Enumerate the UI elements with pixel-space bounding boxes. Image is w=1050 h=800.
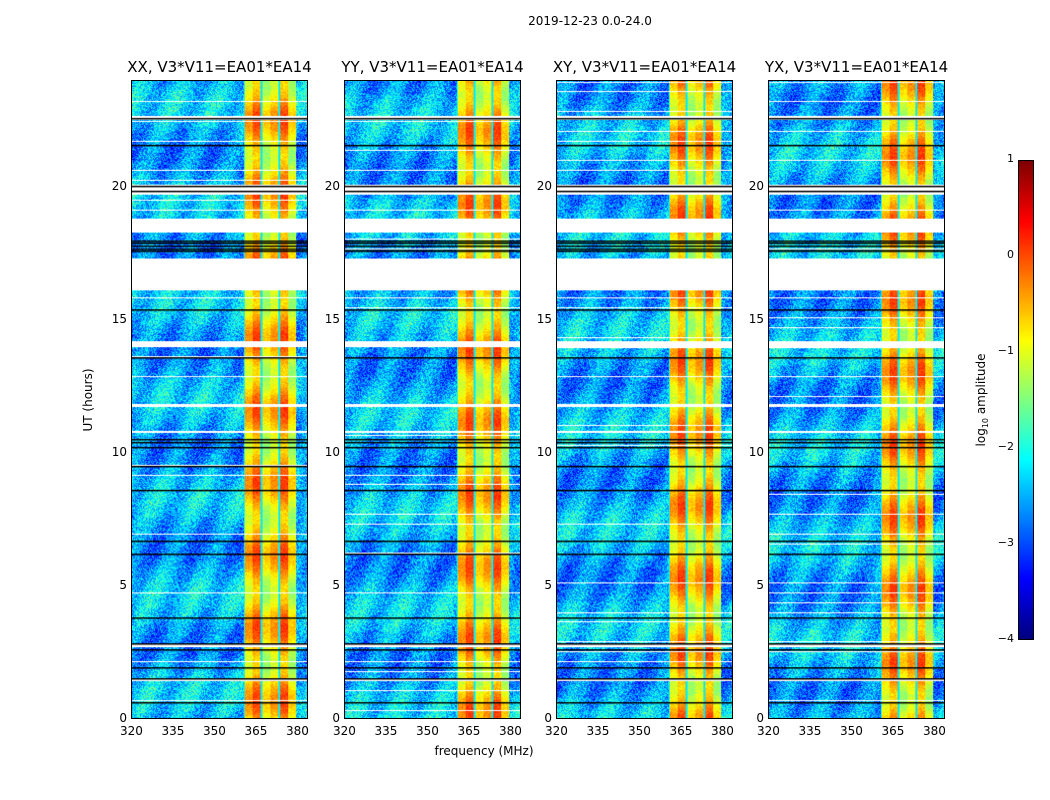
y-axis-label: UT (hours)	[81, 368, 95, 432]
x-tick-label: 320	[120, 724, 143, 738]
x-tick-label: 335	[161, 724, 185, 738]
y-tick-label: 5	[119, 577, 127, 592]
heatmap-panel-3	[768, 80, 945, 719]
colorbar-tick-label: 1	[1007, 152, 1014, 165]
colorbar-tick-label: −4	[997, 632, 1014, 645]
y-tick-label: 20	[111, 178, 127, 193]
x-tick-label: 350	[202, 724, 226, 738]
x-tick-label: 365	[244, 724, 268, 738]
x-tick-label: 350	[839, 724, 863, 738]
y-tick-label: 0	[119, 711, 127, 725]
x-tick-label: 335	[374, 724, 398, 738]
heatmap-image	[345, 81, 520, 718]
panel-title: XX, V3*V11=EA01*EA14	[127, 58, 312, 76]
y-tick-label: 15	[324, 311, 340, 326]
y-tick-label: 5	[332, 577, 340, 592]
heatmap-panel-1	[344, 80, 521, 719]
colorbar-tick-label: −2	[997, 440, 1014, 453]
x-tick-label: 320	[545, 724, 568, 738]
heatmap-image	[769, 81, 944, 718]
y-tick-label: 0	[544, 711, 552, 725]
x-tick-label: 380	[710, 724, 734, 738]
y-tick-label: 20	[536, 178, 552, 193]
y-tick-label: 10	[111, 444, 127, 459]
y-tick-label: 20	[748, 178, 764, 193]
colorbar	[1018, 160, 1034, 640]
y-tick-label: 15	[748, 311, 764, 326]
x-tick-label: 320	[757, 724, 780, 738]
y-tick-label: 10	[324, 444, 340, 459]
y-tick-label: 0	[332, 711, 340, 725]
y-tick-label: 5	[756, 577, 764, 592]
y-tick-label: 10	[536, 444, 552, 459]
x-tick-label: 380	[498, 724, 522, 738]
colorbar-tick-label: −1	[997, 344, 1014, 357]
x-tick-label: 365	[457, 724, 481, 738]
colorbar-label: log10 amplitude	[973, 353, 991, 447]
y-tick-label: 15	[111, 311, 127, 326]
y-tick-label: 20	[324, 178, 340, 193]
x-axis-label: frequency (MHz)	[434, 744, 534, 758]
x-tick-label: 320	[333, 724, 356, 738]
heatmap-panel-0	[131, 80, 308, 719]
panel-title: YX, V3*V11=EA01*EA14	[764, 58, 949, 76]
panel-title: YY, V3*V11=EA01*EA14	[341, 58, 524, 76]
x-tick-label: 350	[415, 724, 439, 738]
x-tick-label: 380	[922, 724, 946, 738]
x-tick-label: 335	[586, 724, 610, 738]
x-tick-label: 335	[798, 724, 822, 738]
figure-title: 2019-12-23 0.0-24.0	[528, 14, 652, 28]
heatmap-image	[557, 81, 732, 718]
y-tick-label: 5	[544, 577, 552, 592]
y-tick-label: 10	[748, 444, 764, 459]
y-tick-label: 0	[756, 711, 764, 725]
y-tick-label: 15	[536, 311, 552, 326]
x-tick-label: 365	[669, 724, 693, 738]
x-tick-label: 365	[881, 724, 905, 738]
x-tick-label: 350	[627, 724, 651, 738]
heatmap-panel-2	[556, 80, 733, 719]
colorbar-tick-label: −3	[997, 536, 1014, 549]
heatmap-image	[132, 81, 307, 718]
panel-title: XY, V3*V11=EA01*EA14	[552, 58, 737, 76]
colorbar-tick-label: 0	[1007, 248, 1014, 261]
x-tick-label: 380	[285, 724, 309, 738]
